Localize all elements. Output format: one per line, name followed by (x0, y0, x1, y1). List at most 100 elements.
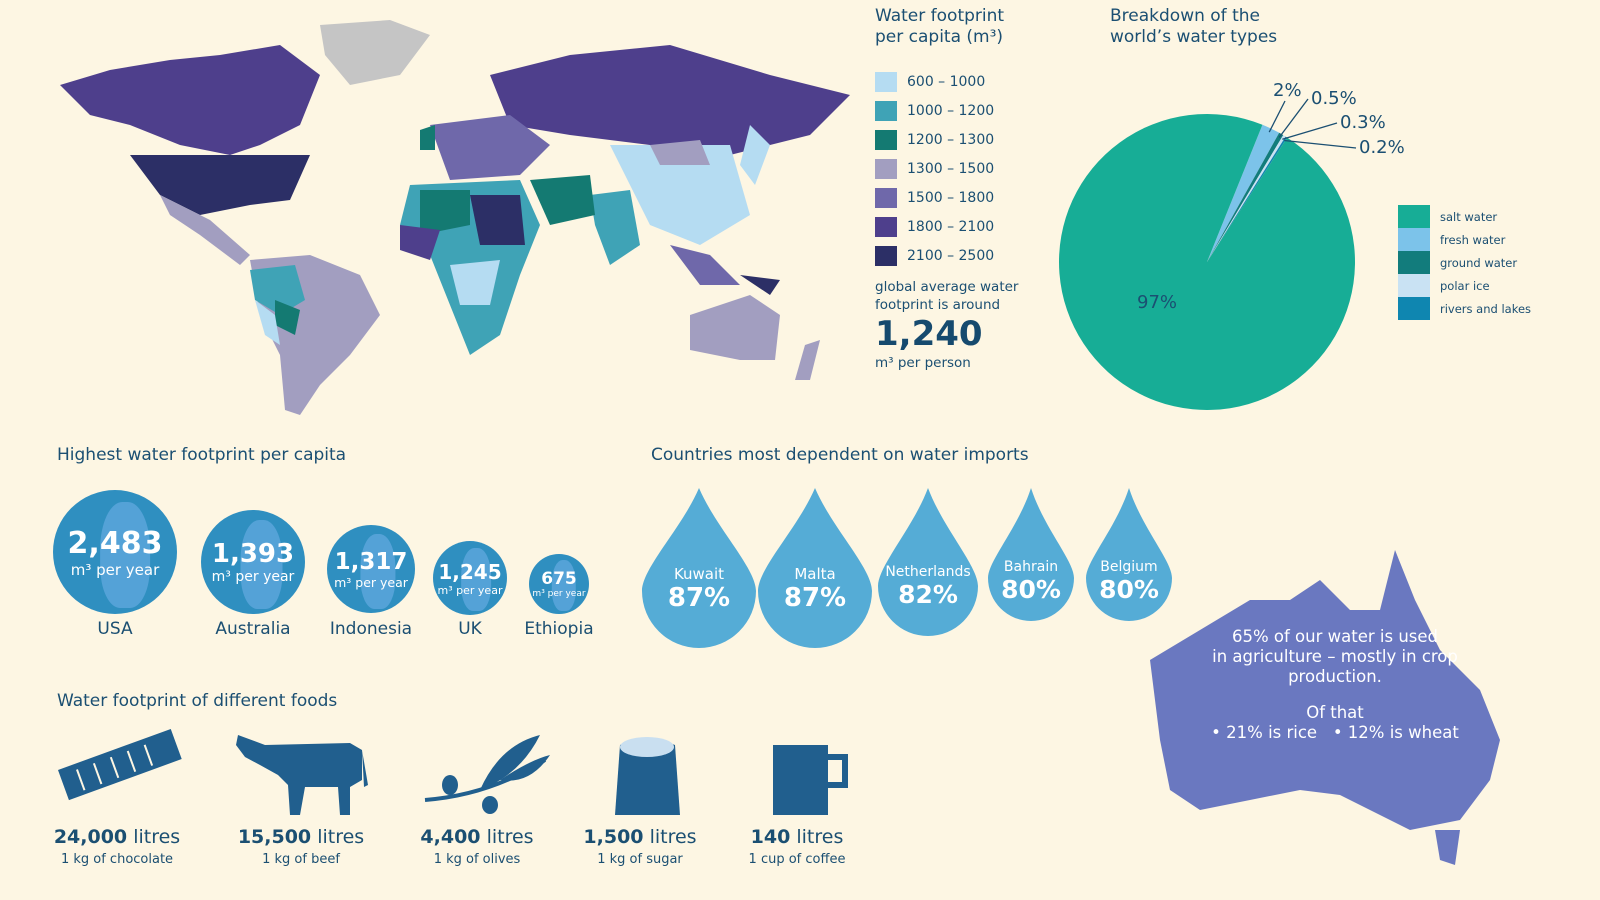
pie-leader-line (1278, 98, 1309, 138)
pie-title-line2: world’s water types (1110, 27, 1278, 47)
pie-legend-label: salt water (1440, 209, 1498, 224)
drop-value: 80% (1099, 574, 1159, 604)
footprint-icon (240, 520, 283, 609)
food-amount-value: 15,500 (237, 826, 312, 848)
food-amount: 4,400 litres (392, 826, 562, 848)
pie-label: 0.3% (1340, 112, 1386, 133)
north-america (60, 20, 430, 265)
food-description: 1 kg of sugar (597, 852, 683, 867)
water-drop (758, 488, 872, 648)
footprint-value: 675 (541, 569, 577, 589)
legend-swatch (875, 216, 897, 237)
global-average-text1: global average water (875, 279, 1019, 295)
footprint-circle: 1,393 m³ per year (201, 510, 305, 614)
drop-country: Netherlands (885, 563, 971, 580)
pie-title: Breakdown of the world’s water types (1110, 6, 1277, 48)
drop-value: 87% (783, 583, 847, 614)
food-description: 1 kg of olives (433, 852, 521, 867)
footprint-value: 1,317 (334, 548, 408, 575)
drop-value: 80% (1001, 574, 1061, 604)
map-legend-item: 1300 – 1500 (875, 154, 994, 183)
legend-label: 600 – 1000 (907, 73, 986, 90)
australia-map (1150, 550, 1500, 865)
oceania (690, 275, 820, 380)
drop-label: Bahrain 80% (988, 559, 1074, 604)
australia-line2: in agriculture – mostly in crop (1212, 647, 1458, 666)
global-average-unit: m³ per person (875, 355, 971, 371)
pie-slice-ground-water (1207, 132, 1284, 262)
pie-label: 0.2% (1359, 137, 1405, 158)
pie-slice-rivers-and-lakes (1207, 136, 1288, 262)
global-average-value: 1,240 (875, 314, 983, 354)
drop-country: Belgium (1100, 558, 1158, 575)
legend-swatch (1398, 228, 1430, 251)
pie-legend-item: ground water (1398, 251, 1531, 274)
world-map (60, 20, 850, 415)
food-amount-value: 24,000 (53, 826, 128, 848)
water-drop (988, 488, 1074, 621)
footprint-circle: 1,245 m³ per year (433, 541, 507, 615)
legend-label: 1300 – 1500 (907, 160, 995, 177)
food-amount-unit: litres (133, 826, 181, 848)
pie-title-line1: Breakdown of the (1110, 6, 1260, 26)
food-amount: 24,000 litres (32, 826, 202, 848)
water-drop (1086, 488, 1172, 621)
legend-swatch (875, 129, 897, 150)
legend-swatch (1398, 297, 1430, 320)
sugar-bag-icon (615, 737, 680, 815)
country-name: Australia (215, 619, 291, 639)
map-legend-title-line1: Water footprint (875, 6, 1005, 26)
pie-legend-label: ground water (1440, 255, 1518, 270)
olive-branch-icon (424, 735, 550, 814)
pie-legend-item: rivers and lakes (1398, 297, 1531, 320)
legend-label: 2100 – 2500 (907, 247, 995, 264)
country-name: Indonesia (329, 619, 413, 639)
cow-icon (236, 735, 368, 815)
footprint-circle: 2,483 m³ per year (53, 490, 177, 614)
legend-swatch (1398, 205, 1430, 228)
pie-label: 97% (1137, 292, 1177, 313)
food-item: 15,500 litres 1 kg of beef (216, 826, 386, 867)
footprint-unit: m³ per year (532, 589, 586, 599)
footprint-unit: m³ per year (437, 583, 503, 597)
footprint-value: 1,393 (211, 539, 295, 569)
pie-legend-item: fresh water (1398, 228, 1531, 251)
country-name: USA (97, 619, 133, 639)
drop-value: 82% (898, 579, 958, 609)
water-drop (878, 488, 978, 636)
drop-label: Belgium 80% (1086, 559, 1172, 604)
country-name: UK (458, 619, 482, 639)
pie-legend-label: fresh water (1440, 232, 1506, 247)
pie-chart: 97% 2% 0.5% 0.3% 0.2% (1059, 80, 1405, 410)
global-average: global average water footprint is around… (875, 278, 1018, 372)
footprint-circle: 1,317 m³ per year (327, 525, 415, 613)
map-legend-title: Water footprint per capita (m³) (875, 6, 1004, 48)
europe-asia (420, 45, 850, 285)
pie-leader-line (1282, 122, 1338, 140)
drop-label: Netherlands 82% (878, 564, 978, 609)
legend-swatch (875, 100, 897, 121)
food-amount: 140 litres (712, 826, 882, 848)
australia-line3: production. (1288, 667, 1382, 686)
australia-line5: • 21% is rice • 12% is wheat (1211, 723, 1459, 742)
drop-label: Kuwait 87% (642, 565, 756, 613)
legend-swatch (875, 245, 897, 266)
legend-label: 1500 – 1800 (907, 189, 995, 206)
legend-swatch (875, 158, 897, 179)
pie-leader-line (1284, 139, 1357, 149)
footprint-circle: 675 m³ per year (529, 554, 589, 614)
footprint-icon (360, 533, 396, 609)
food-amount: 1,500 litres (555, 826, 725, 848)
footprint-icon (551, 560, 576, 611)
chocolate-bar-icon (57, 728, 182, 801)
footprint-icon (100, 502, 150, 608)
food-description: 1 kg of beef (262, 852, 340, 867)
food-description: 1 cup of coffee (748, 852, 846, 867)
pie-leader-line (1268, 100, 1286, 133)
australia-line4: Of that (1306, 703, 1364, 722)
country-name: Ethiopia (524, 619, 594, 639)
legend-swatch (875, 187, 897, 208)
food-amount-value: 1,500 (583, 826, 644, 848)
